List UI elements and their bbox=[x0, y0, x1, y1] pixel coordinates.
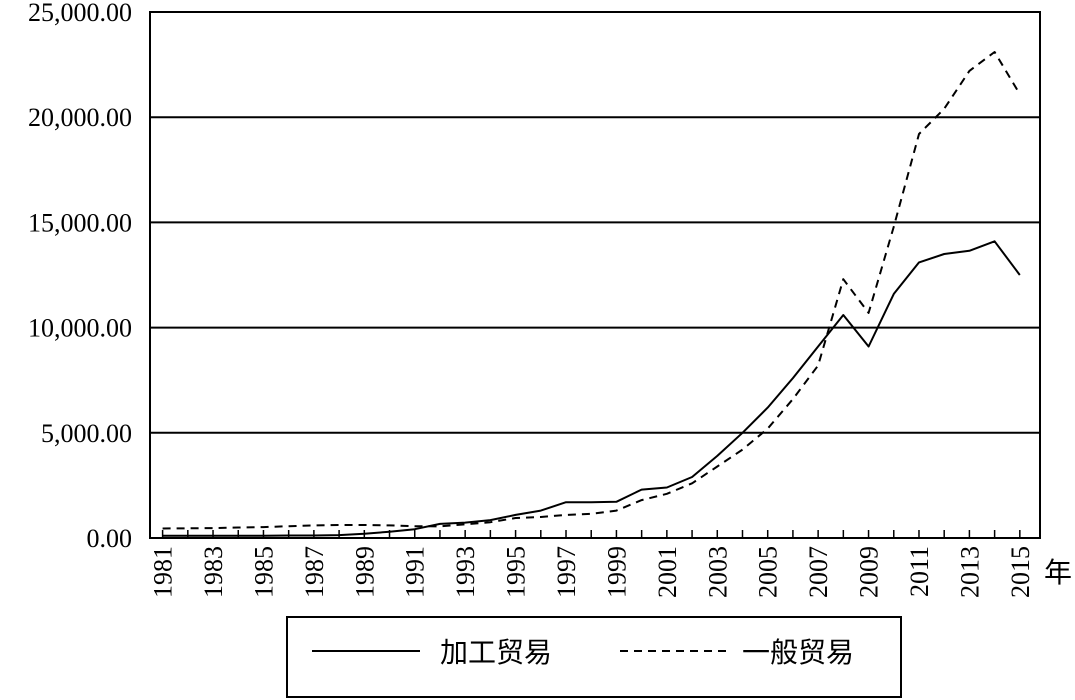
series-line-processing-trade bbox=[162, 240, 1021, 537]
x-tick-labels: 1981 1983 1985 1987 1989 1991 1993 1995 1997 1999… bbox=[149, 546, 1035, 598]
y-tick-label: 25,000.00 bbox=[28, 0, 132, 27]
x-tick-label: 1991 bbox=[401, 546, 430, 598]
grid-lines bbox=[150, 11, 1040, 539]
x-tick-label: 1985 bbox=[249, 546, 278, 598]
x-tick-label: 2013 bbox=[955, 546, 984, 598]
legend-box bbox=[286, 616, 902, 698]
series-line-general-trade bbox=[162, 51, 1021, 530]
x-tick-label: 1997 bbox=[552, 546, 581, 598]
x-tick-label: 1993 bbox=[451, 546, 480, 598]
y-tick-label: 10,000.00 bbox=[28, 314, 132, 343]
plot-frame bbox=[149, 11, 1041, 539]
x-tick-label: 1987 bbox=[300, 546, 329, 598]
x-tick-label: 2009 bbox=[855, 546, 884, 598]
y-tick-label: 15,000.00 bbox=[28, 208, 132, 237]
series-lines bbox=[162, 51, 1021, 537]
x-tick-label: 2015 bbox=[1006, 546, 1035, 598]
x-tick-label: 2007 bbox=[804, 546, 833, 598]
x-tick-label: 2001 bbox=[653, 546, 682, 598]
y-tick-label: 20,000.00 bbox=[28, 103, 132, 132]
legend: 加工贸易 一般贸易 bbox=[286, 616, 902, 698]
y-tick-labels: 0.00 5,000.00 10,000.00 15,000.00 20,000.00 2… bbox=[28, 0, 132, 553]
axes bbox=[149, 11, 1041, 539]
x-tick-label: 1981 bbox=[149, 546, 178, 598]
y-tick-label: 5,000.00 bbox=[41, 419, 132, 448]
x-tick-label: 1995 bbox=[502, 546, 531, 598]
legend-label-general-trade: 一般贸易 bbox=[742, 636, 854, 669]
x-tick-label: 1983 bbox=[199, 546, 228, 598]
legend-label-processing-trade: 加工贸易 bbox=[440, 636, 552, 669]
x-tick-label: 2011 bbox=[905, 546, 934, 597]
y-tick-label: 0.00 bbox=[87, 524, 133, 553]
x-tick-label: 2003 bbox=[703, 546, 732, 598]
x-tick-label: 1999 bbox=[602, 546, 631, 598]
x-axis-unit-label: 年 bbox=[1044, 556, 1072, 589]
x-tick-label: 2005 bbox=[754, 546, 783, 598]
x-tick-label: 1989 bbox=[350, 546, 379, 598]
